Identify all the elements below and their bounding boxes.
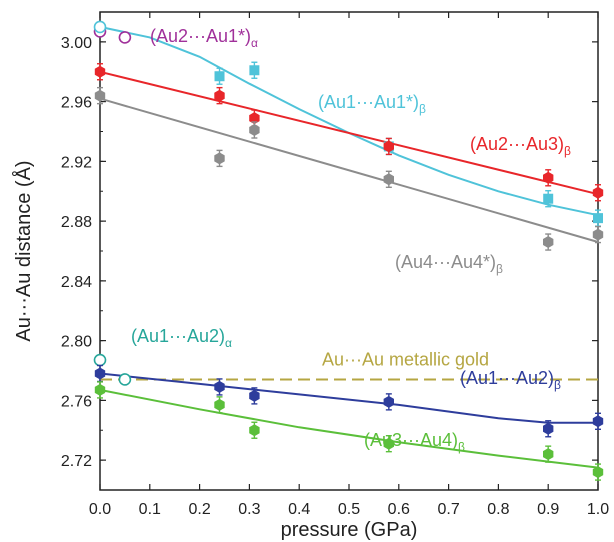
x-tick-label: 0.1 <box>139 501 161 518</box>
y-tick-label: 2.80 <box>61 334 92 351</box>
y-tick-label: 2.72 <box>61 453 92 470</box>
y-tick-label: 2.96 <box>61 95 92 112</box>
series-label: (Au2···Au3)β <box>470 134 571 158</box>
data-point <box>94 367 106 380</box>
data-point <box>94 383 106 396</box>
series-label-subscript: β <box>458 440 465 454</box>
data-point <box>593 213 603 224</box>
series-label-subscript: β <box>496 262 503 276</box>
reference-line-group: Au···Au metallic gold <box>100 349 598 381</box>
y-axis: 2.72 2.76 2.80 2.84 2.88 2.92 2.96 3.00 <box>61 11 598 491</box>
x-tick-label: 0.4 <box>288 501 310 518</box>
series-label: (Au3···Au4)β <box>364 430 465 454</box>
y-tick-label: 3.00 <box>61 35 92 52</box>
series-label: (Au4···Au4*)β <box>395 252 503 276</box>
x-axis: 0.0 0.1 0.2 0.3 0.4 0.5 0.6 0.7 0.8 0.9 1.0 <box>89 12 609 518</box>
y-tick-label: 2.88 <box>61 214 92 231</box>
fit-line <box>99 388 599 469</box>
data-point <box>249 124 260 136</box>
reference-line-label: Au···Au metallic gold <box>322 349 489 369</box>
series-label-name: (Au2···Au1*) <box>150 26 251 46</box>
series-label-subscript: β <box>554 378 561 392</box>
data-point <box>214 152 225 165</box>
x-tick-label: 0.5 <box>338 501 360 518</box>
data-point <box>249 112 260 125</box>
fit-line <box>99 97 599 243</box>
data-point <box>214 380 225 393</box>
data-point <box>214 398 225 411</box>
data-point <box>592 186 604 199</box>
series-label-name: (Au1···Au2) <box>460 368 554 388</box>
x-tick-label: 1.0 <box>587 501 609 518</box>
x-tick-label: 0.2 <box>188 501 210 518</box>
x-tick-label: 0.7 <box>437 501 459 518</box>
data-point <box>94 65 106 78</box>
data-point <box>249 65 260 76</box>
fit-lines <box>99 25 599 469</box>
series-label: (Au1···Au2)β <box>460 368 561 392</box>
data-point <box>592 466 604 479</box>
y-tick-label: 2.92 <box>61 154 92 171</box>
series-label: (Au2···Au1*)α <box>150 26 258 50</box>
x-tick-label: 0.6 <box>388 501 410 518</box>
series-label: (Au1···Au1*)β <box>318 92 426 116</box>
data-point <box>93 353 107 367</box>
fit-line <box>99 70 599 196</box>
data-points <box>93 20 604 481</box>
data-point <box>214 89 225 102</box>
plot-frame <box>99 11 599 491</box>
data-point <box>118 31 132 44</box>
series-label: (Au1···Au2)α <box>131 326 232 350</box>
series-label-name: (Au1···Au2) <box>131 326 225 346</box>
data-point <box>93 20 107 34</box>
series-label-subscript: β <box>419 102 426 116</box>
y-axis-title: Au···Au distance (Å) <box>12 160 35 341</box>
data-point <box>543 171 554 184</box>
data-point <box>543 193 554 204</box>
x-axis-title: pressure (GPa) <box>281 519 418 541</box>
x-tick-label: 0.3 <box>238 501 260 518</box>
data-point <box>249 389 260 402</box>
x-tick-label: 0.8 <box>487 501 509 518</box>
data-point <box>592 228 604 241</box>
series-label-name: (Au2···Au3) <box>470 134 564 154</box>
data-point <box>214 71 225 82</box>
data-point <box>383 395 394 408</box>
data-point <box>543 422 554 435</box>
data-point <box>383 173 394 186</box>
series-label-subscript: α <box>251 36 258 50</box>
y-tick-label: 2.76 <box>61 393 92 410</box>
data-point <box>383 437 394 450</box>
data-point <box>592 415 604 428</box>
data-point <box>118 373 132 386</box>
series-labels: (Au2···Au1*)α(Au1···Au1*)β(Au2···Au3)β(A… <box>131 26 571 454</box>
data-point <box>249 424 260 437</box>
series-label-name: (Au4···Au4*) <box>395 252 496 272</box>
series-label-name: (Au1···Au1*) <box>318 92 419 112</box>
data-point <box>383 140 394 153</box>
series-label-subscript: β <box>564 144 571 158</box>
x-tick-label: 0.9 <box>537 501 559 518</box>
data-point <box>94 89 106 102</box>
series-label-name: (Au3···Au4) <box>364 430 458 450</box>
data-point <box>543 448 554 461</box>
series-label-subscript: α <box>225 336 232 350</box>
x-tick-label: 0.0 <box>89 501 111 518</box>
y-tick-label: 2.84 <box>61 274 92 291</box>
data-point <box>543 236 554 248</box>
